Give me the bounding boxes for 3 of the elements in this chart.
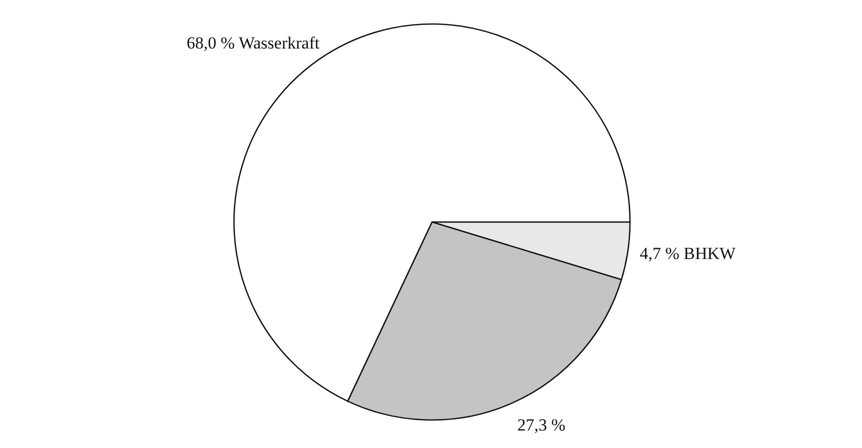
slice-label: 4,7 % BHKW xyxy=(640,244,737,263)
slice-label: 68,0 % Wasserkraft xyxy=(186,34,320,53)
data-label: 27,3 % xyxy=(517,416,566,435)
